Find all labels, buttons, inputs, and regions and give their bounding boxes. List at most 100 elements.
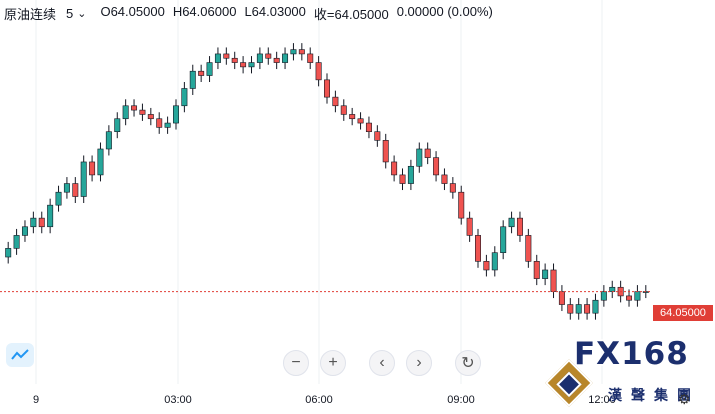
candle-body [558,291,565,305]
brand-subtitle: 漢聲集團 [608,387,700,403]
candle-body [584,304,591,314]
candle-body [89,161,96,176]
candle-body [592,299,599,314]
candle-body [382,140,389,163]
candle-body [240,62,247,68]
candle-body [626,295,633,301]
candle-body [516,217,523,236]
low-value: L64.03000 [244,3,306,19]
candle-body [542,269,549,279]
candle-body [265,53,272,59]
candle-body [374,131,381,141]
candle-body [433,157,440,176]
x-tick-label: 06:00 [305,394,333,406]
candle-body [466,217,473,236]
candle-body [114,118,121,133]
candle-body [500,226,507,253]
candle-body [399,174,406,184]
candle-body [340,105,347,115]
candle-body [139,109,146,115]
candle-body [173,105,179,124]
time-axis: 9 03:00 06:00 09:00 12:00 [33,394,616,406]
candle-body [38,217,45,228]
candle-body [508,217,515,228]
candle-body [634,291,641,301]
brand-watermark: FX168 漢聲集團 [544,336,710,408]
candle-body [122,105,129,120]
candle-body [164,122,171,128]
candle-body [324,79,330,98]
candle-body [483,261,490,271]
candle-body [223,53,230,59]
candle-body [365,122,372,133]
candle-body [491,252,498,271]
candle-body [533,261,540,279]
candle-body [131,105,138,111]
symbol-name[interactable]: 原油连续 [4,6,57,22]
candle-body [609,286,616,292]
candle-body [80,161,87,197]
interval-label[interactable]: 5 [66,5,74,21]
candle-body [30,217,37,228]
gear-icon[interactable]: ⚙ [678,391,691,407]
candle-body [357,118,364,124]
x-tick-label: 9 [33,394,39,406]
zoom-out-icon[interactable]: − [283,350,309,376]
chart-controls: − + ‹ › ↻ [283,350,492,376]
candle-body [214,53,221,63]
candle-body [181,88,188,107]
candle-body [298,49,305,55]
candle-body [290,49,297,55]
legend-bar: 原油连续 5 ⌄ O64.05000 H64.06000 L64.03000 收… [4,4,501,22]
candle-body [189,70,196,89]
candle-body [206,62,213,76]
candle-body [550,269,557,292]
candle-body [198,70,205,76]
chevron-down-icon[interactable]: ⌄ [77,7,87,20]
candle-body [21,226,28,236]
candle-body [575,304,582,314]
candle-body [407,165,414,184]
candle-body [13,235,20,249]
change-value: 0.00000 (0.00%) [396,3,493,19]
candle-body [55,191,62,206]
candle-body [248,62,255,68]
candle-body [97,148,104,176]
candle-body [273,57,280,63]
candle-body [332,96,339,107]
candle-body [315,62,322,81]
candle-body [47,204,54,228]
candle-body [475,235,481,262]
candle-body [63,183,70,193]
candle-body [105,131,112,150]
scroll-right-icon[interactable]: › [406,350,432,376]
candle-body [72,183,79,197]
zoom-in-icon[interactable]: + [320,350,346,376]
candle-body [567,304,574,314]
candle-body [282,53,289,63]
candle-body [458,191,465,219]
ohlc-values: O64.05000 H64.06000 L64.03000 收=64.05000… [100,4,500,23]
candle-body [349,114,356,120]
scroll-left-icon[interactable]: ‹ [369,350,395,376]
close-value: 收=64.05000 [313,6,389,22]
tradingview-logo-icon[interactable] [6,343,34,367]
x-tick-label: 03:00 [164,394,192,406]
candle-body [147,114,154,120]
x-tick-label: 12:00 [588,394,616,406]
candle-body [424,148,431,158]
candle-body [449,183,456,193]
candle-body [256,53,263,63]
candle-body [525,235,532,262]
high-value: H64.06000 [172,3,237,19]
candle-body [416,148,423,167]
reset-icon[interactable]: ↻ [455,350,481,376]
candle-body [307,53,314,63]
last-price-tag: 64.05000 [653,305,713,321]
candle-body [441,174,448,184]
candle-body [5,248,12,258]
candle-body [156,118,163,128]
candle-body [231,57,238,63]
